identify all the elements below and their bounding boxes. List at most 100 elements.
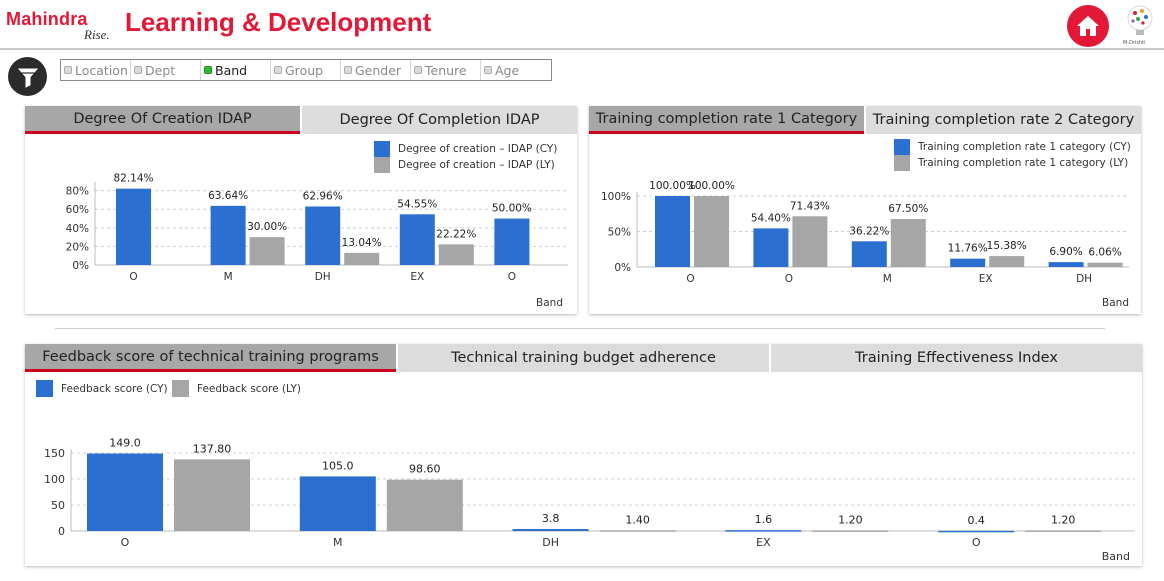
bar-cy[interactable] [753, 228, 789, 267]
bar-ly[interactable] [1087, 262, 1123, 267]
bar-ly[interactable] [792, 216, 828, 267]
training-completion-panel: Training completion rate 1 Category Trai… [589, 106, 1141, 314]
legend-label: Feedback score (CY) [61, 383, 168, 395]
bar-ly[interactable] [1025, 530, 1102, 532]
bar-cy[interactable] [655, 196, 690, 267]
filter-band[interactable]: Band [201, 60, 271, 80]
brand-logo: Mahindra [6, 9, 88, 29]
filter-label: Dept [145, 62, 176, 78]
tab-training-effectiveness-index[interactable]: Training Effectiveness Index [771, 344, 1142, 372]
bar-ly[interactable] [599, 530, 676, 532]
x-tick-label: O [972, 536, 981, 549]
panel-tabs: Feedback score of technical training pro… [25, 344, 1142, 372]
x-tick-label: DH [1076, 273, 1092, 285]
bar-cy[interactable] [299, 476, 376, 531]
legend-label: Feedback score (LY) [197, 383, 301, 395]
bar-cy[interactable] [305, 206, 341, 265]
filter-tenure[interactable]: Tenure [411, 60, 481, 80]
bar-cy[interactable] [950, 258, 986, 267]
x-tick-label: O [121, 536, 130, 549]
filter-dept[interactable]: Dept [131, 60, 201, 80]
bar-ly[interactable] [890, 219, 926, 267]
data-label: 0.4 [967, 514, 985, 527]
tab-training-completion-rate-2[interactable]: Training completion rate 2 Category [866, 106, 1141, 134]
feedback-score-chart: 0 50 100 150 149.0 137.80 O 105.0 98.60 M 3.8 1.40 D… [25, 372, 1142, 566]
x-tick-label: O [686, 273, 694, 285]
data-label: 71.43% [790, 200, 830, 212]
filter-age[interactable]: Age [481, 60, 551, 80]
bar-cy[interactable] [1048, 262, 1084, 267]
data-label: 1.6 [755, 513, 773, 526]
data-label: 63.64% [208, 190, 248, 202]
page-title: Learning & Development [125, 7, 432, 37]
home-button[interactable] [1067, 5, 1109, 47]
filter-label: Location [75, 62, 128, 78]
checkbox-icon [64, 66, 72, 74]
bar-cy[interactable] [399, 214, 435, 265]
data-label: 22.22% [436, 228, 476, 240]
checkbox-icon [344, 66, 352, 74]
home-icon [1077, 16, 1099, 36]
filter-gender[interactable]: Gender [341, 60, 411, 80]
tab-budget-adherence[interactable]: Technical training budget adherence [398, 344, 769, 372]
y-tick-label: 50% [608, 227, 631, 239]
x-tick-label: M [883, 273, 892, 285]
bar-ly[interactable] [694, 196, 729, 267]
filter-label: Age [495, 62, 520, 78]
bar-ly[interactable] [438, 244, 474, 265]
data-label: 100.00% [688, 180, 735, 192]
bar-cy[interactable] [116, 188, 151, 265]
bar-ly[interactable] [344, 252, 380, 265]
bar-cy[interactable] [87, 453, 163, 531]
filter-label: Tenure [425, 62, 467, 78]
data-label: 6.06% [1088, 247, 1121, 259]
filter-location[interactable]: Location [61, 60, 131, 80]
bar-ly[interactable] [249, 237, 285, 265]
y-tick-label: 60% [66, 204, 89, 216]
y-tick-label: 100 [44, 473, 65, 486]
bar-ly[interactable] [989, 256, 1025, 267]
y-tick-label: 80% [66, 186, 89, 198]
tab-feedback-score[interactable]: Feedback score of technical training pro… [25, 344, 396, 372]
y-tick-label: 150 [44, 447, 65, 460]
legend-label: Degree of creation – IDAP (LY) [398, 159, 555, 171]
bar-cy[interactable] [494, 218, 530, 265]
legend-label: Training completion rate 1 category (CY) [917, 141, 1131, 153]
bar-cy[interactable] [210, 205, 246, 265]
idap-creation-panel: Degree Of Creation IDAP Degree Of Comple… [25, 106, 577, 314]
m-drishti-label: M-Drishti [1123, 40, 1146, 46]
data-label: 137.80 [193, 442, 232, 455]
bar-cy[interactable] [725, 530, 802, 532]
feedback-score-panel: Feedback score of technical training pro… [25, 344, 1142, 566]
data-label: 1.20 [838, 513, 863, 526]
x-tick-label: O [785, 273, 793, 285]
y-tick-label: 0% [614, 262, 631, 274]
bar-cy[interactable] [938, 530, 1015, 533]
checkbox-icon [134, 66, 142, 74]
filter-group[interactable]: Group [271, 60, 341, 80]
tab-training-completion-rate-1[interactable]: Training completion rate 1 Category [589, 106, 864, 134]
checkbox-icon [414, 66, 422, 74]
bar-ly[interactable] [812, 530, 889, 532]
bar-cy[interactable] [512, 529, 589, 531]
tab-degree-of-creation-idap[interactable]: Degree Of Creation IDAP [25, 106, 300, 134]
bar-cy[interactable] [851, 241, 887, 267]
legend-label: Training completion rate 1 category (LY) [917, 157, 1128, 169]
y-tick-label: 20% [66, 241, 89, 253]
tab-degree-of-completion-idap[interactable]: Degree Of Completion IDAP [302, 106, 577, 134]
bar-ly[interactable] [174, 459, 250, 531]
x-tick-label: M [333, 536, 343, 549]
filter-slicer: Location Dept Band Group Gender Tenure Age [60, 59, 552, 81]
filter-button[interactable] [8, 57, 47, 96]
x-tick-label: DH [315, 271, 331, 283]
data-label: 1.20 [1051, 513, 1076, 526]
bar-ly[interactable] [386, 479, 463, 531]
legend-swatch [374, 141, 390, 157]
section-divider [55, 328, 1105, 329]
training-completion-chart: 0% 50% 100% 100.00% 100.00% O 54.40% 71.43% O 36.… [589, 134, 1141, 314]
data-label: 1.40 [625, 513, 650, 526]
data-label: 11.76% [948, 243, 988, 255]
data-label: 36.22% [849, 225, 889, 237]
data-label: 149.0 [109, 437, 141, 450]
legend-swatch [36, 380, 53, 397]
